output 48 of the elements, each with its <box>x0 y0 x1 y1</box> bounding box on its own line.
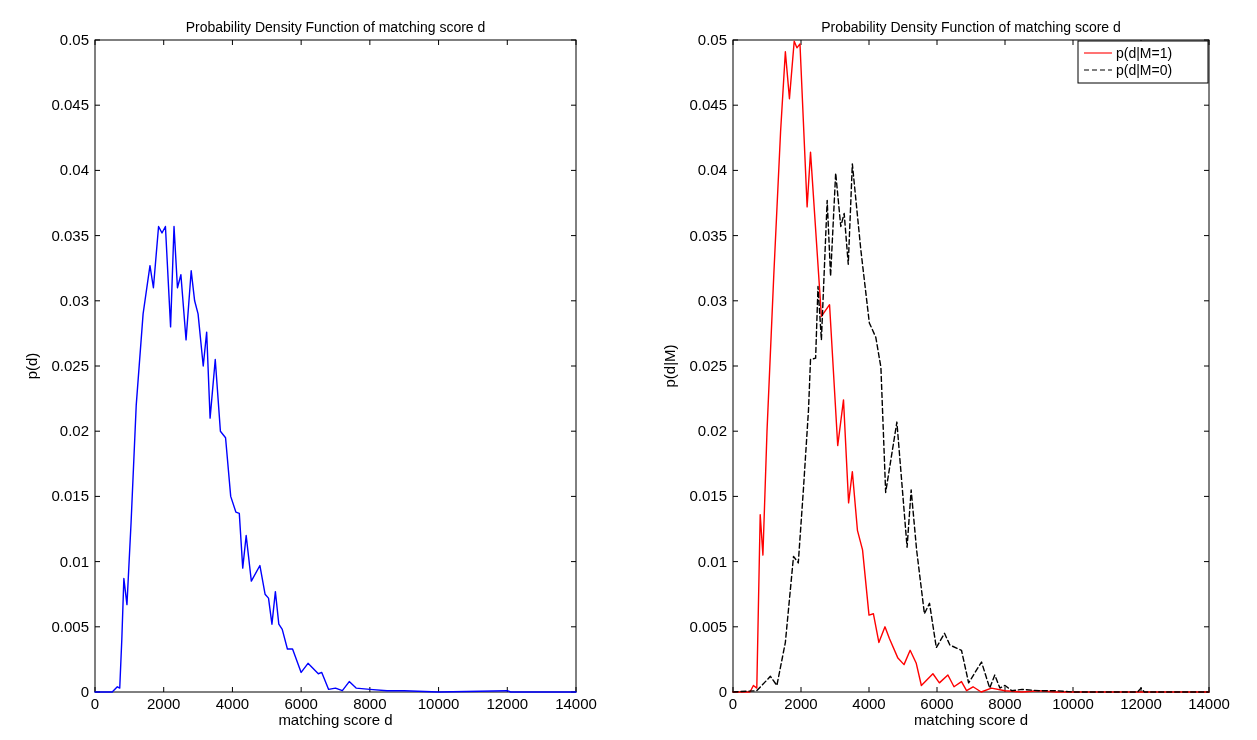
y-tick-label: 0.035 <box>51 226 89 244</box>
chart-title: Probability Density Function of matching score d <box>185 19 486 35</box>
y-tick-label: 0.045 <box>51 96 89 114</box>
y-tick-label: 0.005 <box>689 617 727 635</box>
y-tick-label: 0.05 <box>697 31 727 48</box>
y-tick-label: 0.03 <box>59 291 89 309</box>
y-tick-label: 0 <box>718 683 727 700</box>
x-tick-label: 12000 <box>1120 695 1162 712</box>
x-axis-title: matching score d <box>278 711 393 728</box>
y-tick-label: 0.03 <box>697 291 727 309</box>
x-tick-label: 4000 <box>215 695 250 712</box>
line-series <box>732 40 1210 693</box>
y-tick-label: 0.025 <box>51 357 89 374</box>
x-tick-label: 6000 <box>920 695 954 712</box>
y-tick-label: 0.05 <box>59 31 89 48</box>
line-series <box>94 225 577 693</box>
x-tick-label: 8000 <box>353 695 387 712</box>
x-tick-label: 10000 <box>1052 695 1094 712</box>
y-tick-label: 0.04 <box>59 161 89 179</box>
y-axis-title: p(d) <box>23 352 40 380</box>
x-tick-label: 2000 <box>147 695 181 712</box>
x-tick-label: 10000 <box>417 695 460 712</box>
y-tick-label: 0.035 <box>689 226 727 244</box>
x-axis-title: matching score d <box>913 711 1029 728</box>
y-tick-label: 0 <box>80 683 89 700</box>
y-tick-label: 0.02 <box>697 422 727 440</box>
x-tick-label: 14000 <box>555 695 597 712</box>
y-tick-label: 0.015 <box>689 487 727 505</box>
x-tick-label: 8000 <box>988 695 1022 712</box>
x-tick-label: 0 <box>728 695 738 712</box>
x-tick-label: 14000 <box>1188 695 1230 712</box>
y-tick-label: 0.045 <box>689 96 727 114</box>
x-tick-label: 4000 <box>852 695 886 712</box>
x-tick-label: 6000 <box>284 695 318 712</box>
legend-label: p(d|M=1) <box>1116 45 1173 61</box>
y-tick-label: 0.005 <box>51 617 89 635</box>
y-tick-label: 0.01 <box>59 552 89 570</box>
x-tick-label: 0 <box>90 695 100 712</box>
legend-label: p(d|M=0) <box>1116 62 1173 78</box>
x-tick-label: 12000 <box>486 695 529 712</box>
y-tick-label: 0.015 <box>51 487 89 505</box>
x-tick-label: 2000 <box>784 695 818 712</box>
y-tick-label: 0.01 <box>697 552 727 570</box>
y-axis-title: p(d|M) <box>661 344 678 388</box>
y-tick-label: 0.02 <box>59 422 89 440</box>
chart-title: Probability Density Function of matching score d <box>821 19 1121 35</box>
y-tick-label: 0.04 <box>697 161 727 179</box>
y-tick-label: 0.025 <box>689 357 727 374</box>
